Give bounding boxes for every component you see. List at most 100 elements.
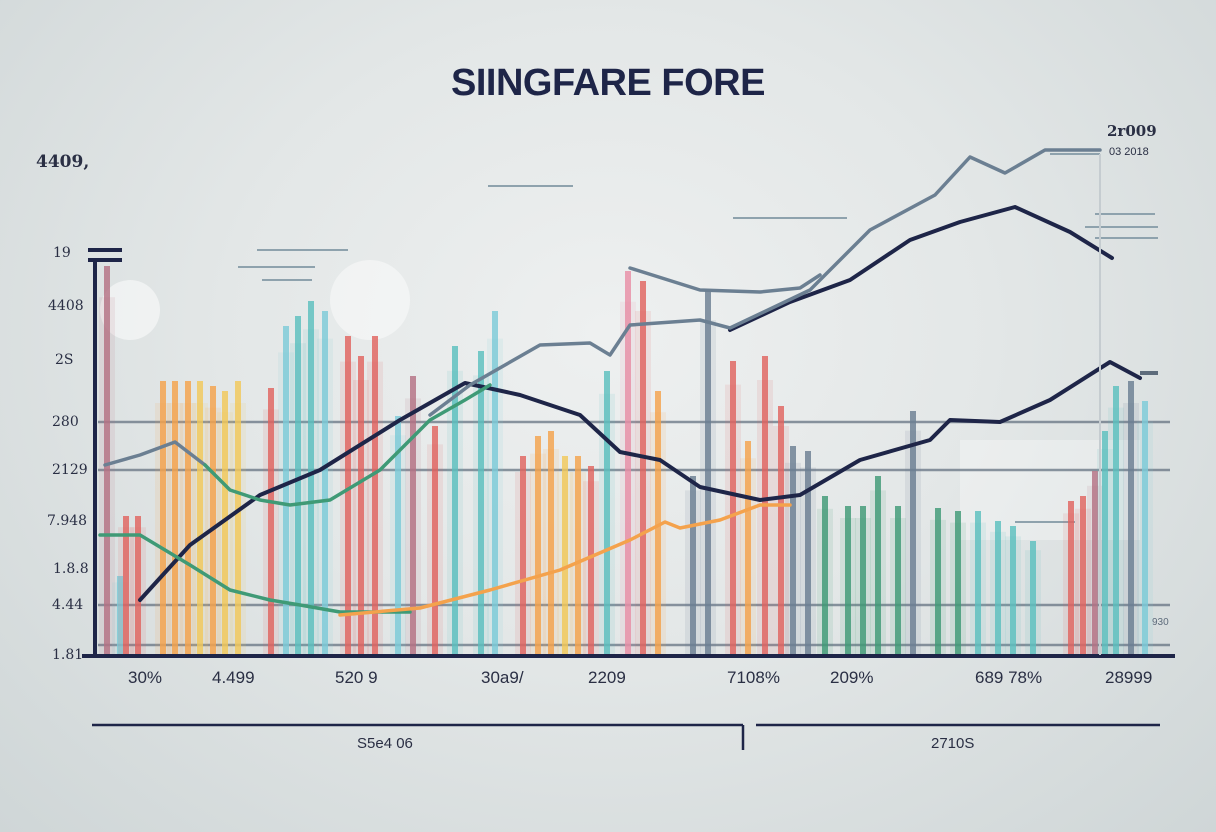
bar <box>935 508 941 656</box>
bar <box>640 281 646 656</box>
bar <box>104 266 110 656</box>
bar <box>955 511 961 656</box>
bar <box>358 356 364 656</box>
line-slate-left <box>103 440 207 467</box>
x-tick-label: 689 78% <box>975 668 1043 687</box>
bar <box>283 326 289 656</box>
bar <box>730 361 736 656</box>
y-tick-label: 2129 <box>52 462 88 478</box>
bar <box>432 426 438 656</box>
bar <box>308 301 314 656</box>
bar <box>1092 471 1098 656</box>
x-tick-label: 30% <box>128 668 163 687</box>
bar <box>268 388 274 656</box>
bar <box>478 351 484 656</box>
bar <box>197 381 203 656</box>
bar <box>160 381 166 656</box>
decorative-dashes <box>238 153 1158 523</box>
y-tick-label: 1.8.8 <box>53 561 89 577</box>
x-group-label: S5e4 06 <box>357 735 413 752</box>
line-green-lower <box>98 533 412 614</box>
bar <box>822 496 828 656</box>
bar <box>705 291 711 656</box>
top-right-label: 2r009 <box>1107 122 1157 140</box>
bar <box>588 466 594 656</box>
x-tick-label: 7108% <box>727 668 780 687</box>
bar <box>172 381 178 656</box>
bar <box>860 506 866 656</box>
bar <box>452 346 458 656</box>
bar <box>322 311 328 656</box>
y-tick-label: 280 <box>52 414 79 430</box>
bar <box>535 436 541 656</box>
background-shapes <box>100 260 1140 540</box>
bar <box>1030 541 1036 656</box>
line-series <box>98 148 1142 617</box>
x-tick-label: 209% <box>830 668 874 687</box>
bar <box>655 391 661 656</box>
bar <box>520 456 526 656</box>
axes <box>82 154 1175 750</box>
bar <box>372 336 378 656</box>
line-navy-main <box>138 360 1142 602</box>
bar <box>548 431 554 656</box>
bar <box>575 456 581 656</box>
bar <box>745 441 751 656</box>
bar <box>895 506 901 656</box>
bar <box>185 381 191 656</box>
y-tick-label: 4.44 <box>52 597 84 613</box>
bar <box>625 271 631 656</box>
bar <box>995 521 1001 656</box>
bar <box>875 476 881 656</box>
bar <box>1113 386 1119 656</box>
bar <box>1010 526 1016 656</box>
x-tick-label: 2209 <box>588 668 626 687</box>
x-tick-label: 4.499 <box>212 668 255 687</box>
x-tick-label: 520 9 <box>335 668 378 687</box>
y-tick-label: 19 <box>53 245 71 261</box>
bar <box>395 416 401 656</box>
top-right-sublabel: 03 2018 <box>1109 146 1149 158</box>
bar <box>1128 381 1134 656</box>
bar <box>410 376 416 656</box>
bar <box>492 311 498 656</box>
bar <box>790 446 796 656</box>
bar <box>845 506 851 656</box>
y-tick-label: 4408 <box>48 298 84 314</box>
bar <box>135 516 141 656</box>
bar <box>345 336 351 656</box>
line-slate-upper <box>428 148 1102 417</box>
bar <box>778 406 784 656</box>
bar <box>562 456 568 656</box>
bar <box>1142 401 1148 656</box>
chart-title: SIINGFARE FORE <box>451 62 765 104</box>
right-side-label: 930 <box>1152 617 1169 628</box>
bar <box>123 516 129 656</box>
bar <box>975 511 981 656</box>
bar <box>1080 496 1086 656</box>
bar <box>690 476 696 656</box>
bar <box>295 316 301 656</box>
bar <box>210 386 216 656</box>
y-tick-label: 7.948 <box>47 513 88 529</box>
bar <box>1102 431 1108 656</box>
line-slate-top <box>628 266 822 294</box>
bar <box>1068 501 1074 656</box>
y-tick-label: 2S <box>55 352 74 368</box>
line-orange-rising <box>338 503 792 617</box>
bar <box>910 411 916 656</box>
bar <box>235 381 241 656</box>
line-navy-upper <box>728 205 1114 332</box>
x-tick-label: 28999 <box>1105 668 1153 687</box>
bar <box>117 576 123 656</box>
y-tick-label: 1.81 <box>52 647 84 663</box>
bar <box>604 371 610 656</box>
line-green-upper <box>203 383 492 507</box>
x-group-label: 2710S <box>931 735 975 752</box>
bar-series <box>99 266 1153 656</box>
bar <box>222 391 228 656</box>
y-axis-corner-label: 4409, <box>36 152 90 172</box>
bar <box>805 451 811 656</box>
x-tick-label: 30a9/ <box>481 668 524 687</box>
